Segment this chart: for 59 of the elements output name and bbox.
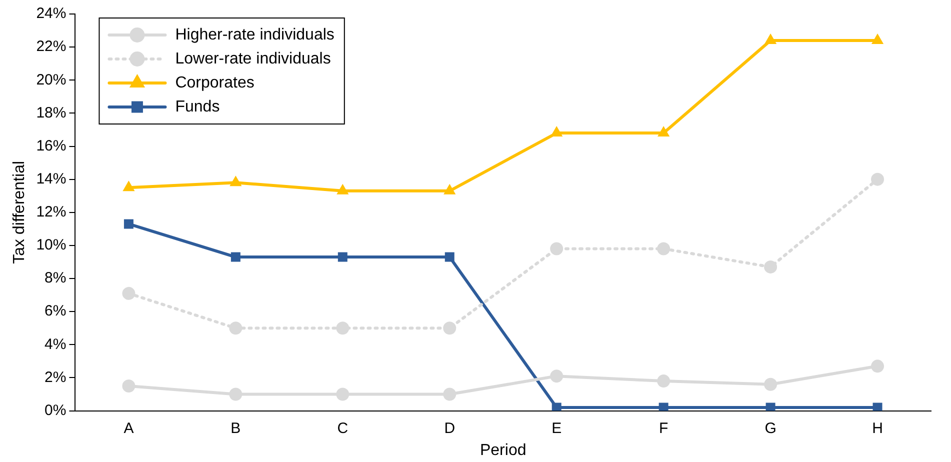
y-tick-label: 8% [44, 270, 66, 287]
y-tick-label: 24% [36, 5, 66, 22]
x-tick-label: C [337, 420, 348, 437]
point [658, 126, 670, 137]
y-tick-label: 12% [36, 204, 66, 221]
legend-label: Lower-rate individuals [175, 50, 331, 68]
point [766, 402, 776, 411]
point [336, 184, 348, 194]
point [443, 388, 456, 401]
y-tick-label: 4% [44, 336, 66, 353]
x-tick-label: A [124, 420, 134, 437]
point [872, 34, 884, 44]
x-tick-label: F [658, 420, 668, 437]
y-tick-label: 0% [44, 402, 66, 419]
point [871, 360, 884, 373]
y-tick-label: 16% [36, 137, 66, 154]
y-tick-label: 22% [36, 38, 66, 56]
point [230, 176, 242, 186]
x-axis-title: Period [480, 442, 526, 459]
point [229, 322, 242, 335]
y-tick-label: 18% [36, 104, 66, 122]
point [124, 219, 134, 229]
legend-label: Funds [175, 98, 220, 116]
x-tick-label: B [230, 420, 241, 437]
x-tick-label: E [552, 420, 562, 437]
point [764, 378, 778, 391]
point [764, 34, 776, 44]
point [764, 260, 778, 274]
point [550, 370, 564, 383]
y-tick-label: 2% [44, 368, 66, 386]
point [872, 402, 882, 411]
point [550, 242, 564, 256]
point [444, 252, 454, 262]
point [658, 402, 668, 411]
x-tick-label: H [872, 420, 883, 437]
point [444, 184, 456, 194]
point [123, 181, 134, 192]
point [336, 322, 350, 335]
point [552, 402, 562, 411]
y-axis-title: Tax differential [11, 160, 28, 264]
point [230, 252, 240, 262]
point [229, 388, 242, 401]
point [657, 242, 670, 256]
point [657, 374, 670, 388]
point [336, 388, 350, 401]
point [122, 286, 136, 300]
y-tick-label: 14% [36, 170, 66, 188]
legend-label: Corporates [175, 74, 254, 92]
legend-label: Higher-rate individuals [175, 26, 334, 44]
y-tick-label: 20% [36, 71, 66, 88]
point [338, 252, 348, 262]
y-tick-label: 6% [44, 302, 66, 320]
point [443, 322, 456, 335]
x-tick-label: D [444, 420, 456, 437]
point [122, 380, 136, 392]
point [871, 172, 884, 186]
y-tick-label: 10% [36, 236, 66, 254]
x-tick-label: G [764, 420, 776, 437]
point [550, 126, 562, 137]
